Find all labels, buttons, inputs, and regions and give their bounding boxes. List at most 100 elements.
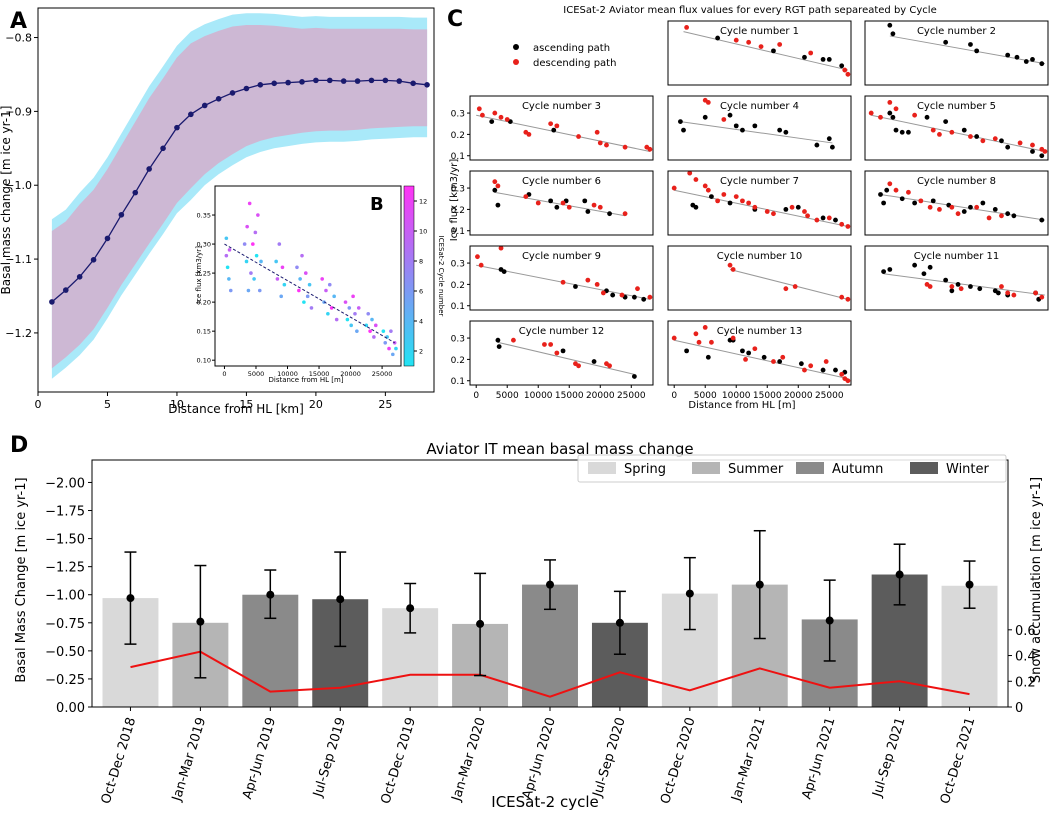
descending-point — [560, 279, 566, 285]
subplot-frame — [667, 20, 852, 86]
scatter-point — [334, 317, 339, 322]
ascending-point — [887, 22, 893, 28]
subplot-title: Cycle number 3 — [522, 101, 601, 112]
descending-point — [937, 207, 942, 212]
descending-point — [808, 50, 814, 56]
descending-point — [893, 106, 899, 112]
x-tick-label: 0 — [222, 370, 226, 378]
descending-point — [705, 100, 711, 105]
descending-point — [958, 286, 964, 292]
descending-point — [992, 136, 998, 142]
ascending-point — [930, 198, 936, 204]
descending-point — [591, 202, 597, 208]
descending-point — [1005, 290, 1011, 296]
descending-point — [814, 217, 820, 223]
x-tick-label: 0 — [671, 391, 677, 401]
subplot-frame — [864, 245, 1049, 311]
mean-point — [174, 124, 180, 131]
scatter-point — [227, 277, 231, 281]
descending-point — [937, 132, 942, 137]
panel-d-plot-area — [102, 529, 998, 707]
descending-point — [802, 367, 807, 373]
x-tick-label: Jan-Mar 2020 — [449, 716, 489, 804]
descending-point — [554, 350, 560, 356]
descending-point — [1017, 140, 1023, 146]
colorbar-tick-label: 8 — [419, 258, 423, 266]
ascending-point — [610, 292, 616, 298]
mean-point — [340, 78, 347, 84]
legend-label-spring: Spring — [624, 462, 666, 477]
y-tick-label: 0.3 — [451, 185, 465, 195]
ascending-point — [968, 284, 973, 289]
legend-swatch-spring — [588, 462, 616, 474]
scatter-point — [247, 201, 252, 206]
ascending-point — [585, 209, 591, 214]
fit-line — [497, 341, 635, 375]
descending-point — [927, 284, 933, 289]
descending-point — [671, 335, 677, 341]
x-tick-label: Jan-Mar 2021 — [729, 716, 769, 804]
fit-line — [729, 268, 849, 300]
subplot-frame — [469, 320, 654, 386]
x-tick-label: 5000 — [248, 370, 265, 378]
descending-point — [492, 110, 498, 116]
legend-swatch-winter — [910, 462, 938, 474]
scatter-point — [366, 311, 371, 316]
descending-point — [709, 339, 714, 345]
panel-label-c: C — [447, 7, 463, 32]
scatter-point — [251, 242, 255, 246]
descending-point — [839, 371, 845, 377]
ascending-point — [761, 354, 767, 360]
ascending-point — [702, 114, 708, 120]
subplot-cycle-2: Cycle number 2 — [864, 20, 1049, 86]
descending-point — [999, 213, 1004, 219]
panel-b-background — [214, 185, 402, 367]
x-tick-label: 5000 — [694, 391, 717, 401]
legend-label-summer: Summer — [728, 462, 784, 477]
ascending-point — [878, 192, 883, 197]
panel-c-subplots: Cycle number 1 Cycle number 2 Cycle number… — [451, 20, 1049, 401]
ascending-point — [631, 294, 637, 300]
ascending-point — [693, 204, 699, 210]
scatter-point — [246, 288, 251, 293]
descending-point — [687, 170, 693, 176]
fit-line — [889, 35, 1045, 65]
x-tick-label: Oct-Dec 2018 — [99, 716, 140, 806]
scatter-point — [353, 311, 357, 316]
ascending-point — [489, 119, 495, 124]
scatter-point — [305, 294, 310, 299]
mean-point — [895, 570, 904, 579]
ascending-point — [496, 344, 502, 349]
scatter-point — [295, 265, 299, 270]
subplot-title: Cycle number 5 — [917, 101, 996, 112]
descending-point — [635, 286, 640, 292]
ascending-point — [495, 337, 501, 343]
colorbar-tick-label: 4 — [419, 318, 423, 326]
panel-c-legend: ascending path descending path — [513, 43, 616, 69]
mean-point — [965, 580, 974, 589]
x-tick-label: 25000 — [815, 391, 844, 401]
x-tick-label: Oct-Dec 2019 — [378, 716, 419, 806]
descending-point — [1033, 290, 1038, 296]
y-tick-label: −0.25 — [45, 673, 85, 688]
y-tick-label: 0.15 — [197, 328, 211, 336]
subplot-cycle-13: Cycle number 13 0 5000 10000 15000 20000 25000 — [667, 320, 852, 401]
mean-point — [410, 80, 416, 87]
mean-point — [243, 85, 250, 92]
ascending-point — [641, 296, 647, 302]
descending-point — [1011, 292, 1017, 298]
subplot-frame — [864, 20, 1049, 86]
scatter-point — [224, 253, 229, 258]
legend-ascending-label: ascending path — [533, 43, 610, 54]
ascending-point — [999, 138, 1004, 144]
x-tick-label: 5000 — [496, 391, 519, 401]
scatter-point — [326, 311, 330, 316]
panel-a-frame — [37, 7, 435, 393]
ascending-point — [820, 215, 826, 221]
ascending-point — [881, 269, 887, 274]
scatter-point — [320, 277, 324, 281]
descending-point — [802, 209, 807, 214]
ascending-point — [1005, 144, 1011, 150]
scatter-point — [351, 294, 355, 299]
descending-point — [771, 359, 776, 364]
